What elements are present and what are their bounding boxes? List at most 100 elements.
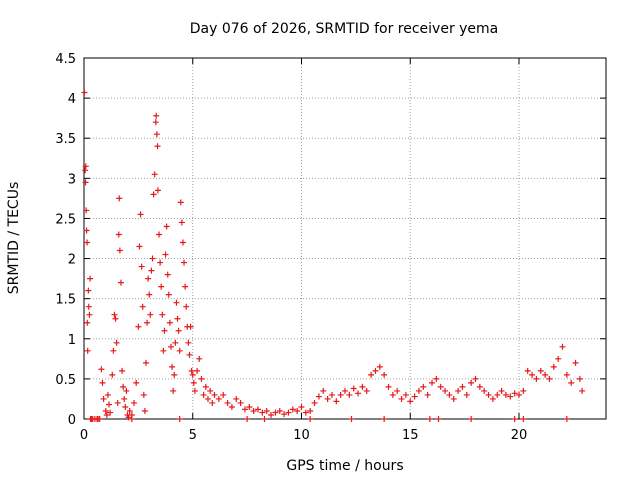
data-point: [154, 187, 161, 194]
data-point: [215, 395, 222, 402]
data-point: [550, 363, 557, 370]
data-point: [376, 363, 383, 370]
data-point: [183, 303, 190, 310]
data-point: [563, 371, 570, 378]
data-point: [211, 391, 218, 398]
data-point: [433, 375, 440, 382]
grid: [84, 58, 606, 419]
data-point: [468, 416, 475, 422]
data-point: [116, 247, 123, 254]
data-point: [198, 375, 205, 382]
data-point: [104, 391, 111, 398]
data-point: [153, 112, 160, 119]
data-point: [435, 416, 442, 422]
data-point: [82, 167, 89, 174]
data-point: [511, 416, 518, 422]
data-point: [463, 391, 470, 398]
data-point: [110, 347, 117, 354]
data-point: [171, 371, 178, 378]
data-point: [333, 398, 340, 405]
data-point: [185, 339, 192, 346]
data-point: [472, 375, 479, 382]
data-point: [137, 211, 144, 218]
data-point: [459, 383, 466, 390]
y-tick-label: 2.5: [55, 212, 76, 227]
data-point: [136, 243, 143, 250]
data-point: [255, 406, 261, 413]
data-point: [81, 89, 88, 96]
data-point: [516, 391, 522, 398]
data-point: [131, 399, 138, 406]
data-point: [122, 403, 129, 410]
data-point: [468, 379, 475, 386]
data-point: [355, 390, 362, 397]
chart-title: Day 076 of 2026, SRMTID for receiver yem…: [190, 21, 499, 37]
data-point: [507, 393, 514, 400]
data-point: [176, 347, 183, 354]
data-point: [285, 409, 292, 416]
data-point: [555, 355, 562, 362]
data-point: [200, 391, 207, 398]
data-point: [84, 347, 91, 354]
data-point: [289, 406, 296, 413]
data-point: [111, 311, 118, 318]
data-point: [98, 366, 105, 373]
data-point: [209, 399, 216, 406]
data-point: [244, 416, 251, 422]
data-point: [166, 319, 173, 326]
data-point: [82, 179, 89, 186]
data-point: [189, 371, 196, 378]
data-point: [237, 399, 244, 406]
data-point: [174, 315, 181, 322]
data-point: [394, 387, 401, 394]
data-point: [154, 143, 161, 150]
data-point: [511, 390, 518, 397]
data-point: [563, 416, 570, 422]
data-point: [148, 267, 155, 274]
data-point: [429, 379, 435, 386]
data-point: [502, 391, 509, 398]
data-point: [359, 383, 366, 390]
data-point: [99, 379, 106, 386]
y-tick-label: 0.5: [55, 373, 76, 388]
data-point: [381, 371, 388, 378]
data-point: [402, 391, 409, 398]
data-point: [159, 311, 166, 318]
data-point: [276, 407, 283, 414]
data-point: [294, 407, 301, 414]
data-point: [103, 411, 110, 418]
data-point: [161, 327, 168, 334]
data-point: [107, 409, 114, 416]
data-point: [135, 323, 142, 330]
data-point: [320, 387, 327, 394]
x-tick-label: 15: [402, 428, 419, 443]
data-point: [224, 399, 231, 406]
data-point: [145, 275, 152, 282]
data-point: [102, 407, 109, 414]
data-point: [250, 407, 257, 414]
data-point: [96, 416, 103, 422]
x-axis-label: GPS time / hours: [286, 458, 403, 474]
data-point: [346, 391, 353, 398]
data-point: [133, 379, 140, 386]
data-point: [114, 399, 121, 406]
data-point: [220, 391, 227, 398]
data-point: [116, 195, 123, 202]
data-point: [190, 379, 197, 386]
data-point: [82, 163, 89, 170]
data-point: [85, 303, 92, 310]
data-point: [533, 375, 540, 382]
data-point: [126, 407, 133, 414]
data-point: [83, 207, 90, 214]
data-point: [178, 219, 185, 226]
data-point: [302, 409, 309, 416]
data-point: [83, 227, 90, 234]
data-point: [281, 411, 288, 418]
data-point: [559, 343, 566, 350]
data-point: [157, 259, 164, 266]
data-point: [204, 395, 211, 402]
data-point: [86, 311, 93, 318]
data-point: [407, 398, 414, 405]
data-point: [315, 393, 322, 400]
